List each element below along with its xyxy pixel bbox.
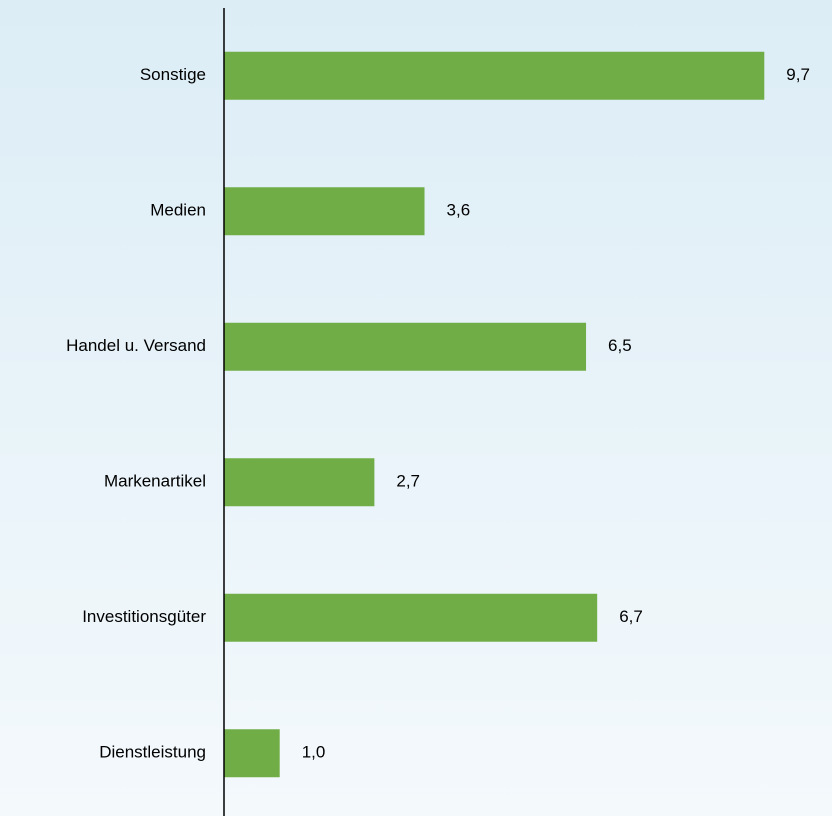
value-label: 6,5 xyxy=(608,336,632,355)
value-label: 6,7 xyxy=(619,607,643,626)
bar xyxy=(224,187,425,236)
y-tick-label: Markenartikel xyxy=(104,472,206,491)
bar xyxy=(224,51,765,100)
bar xyxy=(224,458,375,507)
y-tick-label: Sonstige xyxy=(140,65,206,84)
bar xyxy=(224,593,598,642)
value-label: 1,0 xyxy=(302,743,326,762)
bar xyxy=(224,322,587,371)
value-label: 3,6 xyxy=(447,201,471,220)
y-tick-label: Handel u. Versand xyxy=(66,336,206,355)
bar xyxy=(224,729,280,778)
y-tick-label: Investitionsgüter xyxy=(82,607,206,626)
value-label: 9,7 xyxy=(786,65,810,84)
y-tick-label: Medien xyxy=(150,201,206,220)
y-tick-label: Dienstleistung xyxy=(99,743,206,762)
value-label: 2,7 xyxy=(396,472,420,491)
